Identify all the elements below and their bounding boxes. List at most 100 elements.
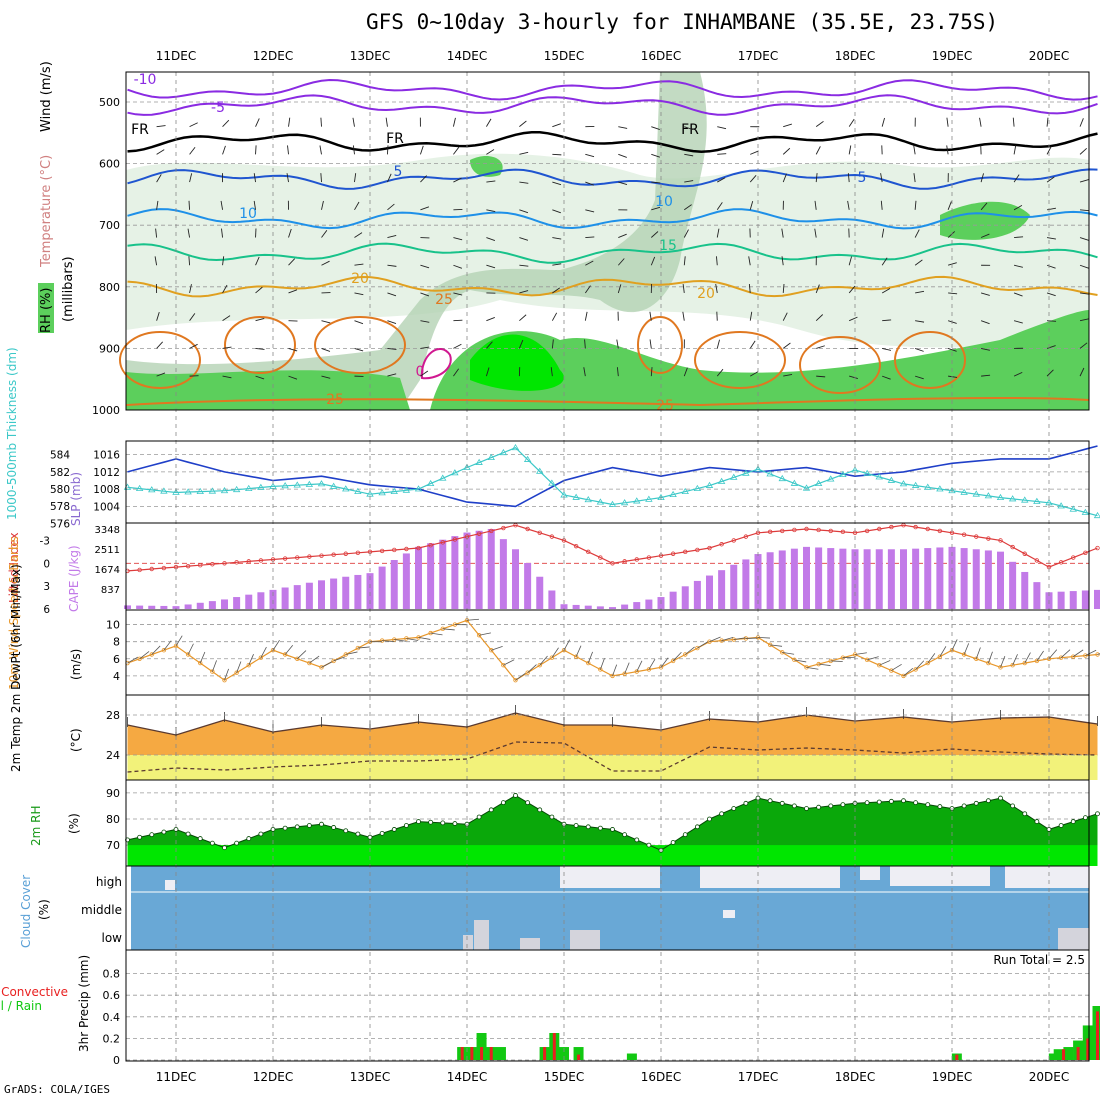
thickness-tick-label: 576: [50, 518, 70, 530]
thickness-marker: [827, 475, 835, 482]
thickness-marker: [754, 465, 762, 472]
wind-barb: [1079, 264, 1089, 269]
rh2m-marker: [488, 807, 494, 813]
wind-speed-marker: [185, 652, 191, 657]
rh2m-marker: [1034, 819, 1040, 824]
wind-barb: [387, 234, 397, 238]
wind-barb: [946, 117, 949, 127]
wind-barb: [717, 153, 727, 155]
thickness-marker: [354, 487, 362, 495]
rh2m-marker: [840, 802, 846, 807]
wind-barb: [947, 320, 957, 324]
lifted-index-marker: [489, 528, 494, 534]
wind-barb: [585, 236, 595, 238]
cape-bar: [378, 566, 386, 609]
wind-barb: [815, 284, 820, 294]
wind-speed-marker: [549, 655, 555, 660]
wind-barb: [1046, 345, 1056, 349]
wind-barb: [188, 200, 191, 210]
rh2m-marker: [694, 824, 700, 830]
wind-barb: [253, 173, 256, 183]
slp-line: [127, 445, 1098, 508]
panel-frame-pressure: [125, 440, 1090, 524]
lifted-index-marker: [476, 531, 482, 536]
precip-tick-label: 0.4: [103, 1011, 121, 1024]
thickness-marker: [669, 490, 677, 498]
wind-barb-10m: [939, 646, 947, 657]
cape-bar: [354, 574, 362, 609]
cape-bar: [318, 580, 325, 609]
thickness-marker: [317, 480, 326, 487]
precip-convective-bar: [470, 1047, 474, 1060]
ylabel-slp: SLP (mb): [69, 472, 83, 526]
date-label-top: 18DEC: [835, 49, 875, 63]
lifted-index-marker: [913, 524, 918, 530]
wind-barb-10m: [951, 639, 958, 651]
wind-barb-10m: [987, 651, 993, 664]
precip-tick-label: 0: [113, 1054, 120, 1067]
wind-speed-marker: [634, 669, 639, 674]
profile-tick-label: 600: [99, 158, 120, 171]
contour-label: 5: [858, 170, 867, 186]
wind-barb: [782, 283, 785, 293]
cape-bar: [148, 605, 156, 609]
rh2m-marker: [622, 832, 628, 838]
cloud-clear-low: [463, 935, 473, 950]
wind-speed-marker: [319, 665, 324, 670]
lifted-index-marker: [295, 555, 300, 560]
wind-barb: [684, 153, 694, 157]
ylabel-lifted-index: Lifted Index: [7, 532, 21, 603]
rh2m-marker: [452, 821, 458, 826]
wind-barb: [387, 145, 389, 155]
li-tick-label: -3: [40, 535, 50, 547]
wind-barb-10m: [224, 668, 229, 681]
wind-barb: [288, 289, 298, 294]
li-tick-label: 0: [43, 558, 50, 570]
wind-barb: [420, 320, 430, 323]
cape-bar: [815, 547, 823, 609]
lifted-index-marker: [1058, 560, 1064, 565]
wind-barb: [847, 200, 850, 210]
cloud-level-high: high: [96, 875, 122, 889]
thickness-marker: [305, 480, 314, 487]
rh-green-region: [430, 310, 1089, 410]
cape-bar: [1081, 590, 1089, 609]
thickness-marker: [972, 490, 980, 497]
lifted-index-marker: [416, 545, 421, 551]
thickness-marker: [426, 479, 435, 487]
thickness-marker: [911, 481, 920, 488]
wind-barb: [782, 147, 791, 155]
rh2m-marker: [173, 827, 179, 832]
cape-bar: [233, 597, 241, 609]
contour-label: 5: [394, 164, 403, 180]
wind-barb: [552, 153, 562, 156]
wind-speed-marker: [525, 670, 530, 675]
lifted-index-marker: [586, 549, 591, 555]
date-label-top: 20DEC: [1029, 49, 1069, 63]
cloud-clear-high: [950, 866, 990, 886]
thickness-marker: [184, 488, 192, 495]
wind-barb: [585, 153, 595, 158]
rh2m-marker: [525, 800, 531, 806]
isotherm-line: [127, 94, 1098, 116]
wind-barb: [255, 375, 265, 380]
wind-barb: [947, 262, 957, 266]
wind-speed-marker: [1058, 655, 1064, 660]
wind-barb-10m: [794, 659, 807, 663]
slp-tick-label: 1008: [93, 484, 120, 496]
wind-barb: [683, 256, 686, 266]
wind-barb: [881, 117, 885, 127]
cape-bar: [875, 549, 883, 609]
wind-speed-marker: [537, 662, 542, 668]
date-label-bottom: 19DEC: [932, 1070, 972, 1084]
wind-speed-marker: [586, 660, 591, 666]
wind-barb: [288, 258, 296, 266]
thickness-marker: [984, 492, 993, 499]
lifted-index-marker: [986, 536, 991, 541]
wind-barb: [154, 256, 158, 266]
cape-bar: [269, 589, 277, 609]
cloud-left-gap: [126, 866, 131, 950]
wind-barb: [882, 347, 892, 351]
precip-convective-bar: [1062, 1049, 1066, 1060]
